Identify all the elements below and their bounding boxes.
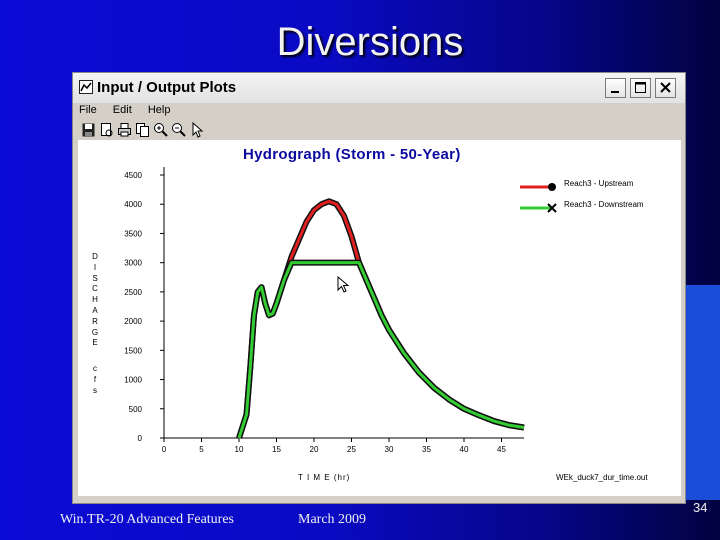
output-file-label: WEk_duck7_dur_time.out: [556, 473, 648, 482]
y-tick-label: 4500: [124, 171, 142, 180]
save-icon[interactable]: [81, 122, 96, 138]
y-tick-label: 1500: [124, 346, 142, 355]
y-tick-label: 500: [129, 405, 143, 414]
menu-file[interactable]: File: [79, 104, 97, 116]
chart-title: Hydrograph (Storm - 50-Year): [243, 146, 461, 163]
x-tick-label: 35: [422, 445, 431, 454]
pointer-icon[interactable]: [189, 122, 204, 138]
y-tick-label: 1000: [124, 376, 142, 385]
series-line-downstream: [237, 261, 525, 439]
decorative-corner-shape: [682, 285, 720, 500]
menu-help[interactable]: Help: [147, 104, 171, 116]
maximize-icon: [635, 82, 646, 93]
slide-number: 34: [693, 500, 708, 515]
y-tick-label: 3000: [124, 259, 142, 268]
footer-left-text: Win.TR-20 Advanced Features: [60, 512, 235, 527]
zoom-out-icon[interactable]: [171, 122, 186, 138]
legend-label-downstream: Reach3 - Downstream: [564, 200, 644, 209]
minimize-icon: [611, 91, 619, 93]
legend-label-upstream: Reach3 - Upstream: [564, 179, 634, 188]
app-icon: [79, 80, 93, 94]
x-axis-label: T I M E (hr): [298, 473, 351, 482]
legend-item-downstream: Reach3 - Downstream: [520, 200, 644, 213]
minimize-button[interactable]: [605, 78, 626, 98]
legend-item-upstream: Reach3 - Upstream: [520, 179, 633, 192]
legend-swatch-upstream: [520, 183, 556, 191]
menu-edit[interactable]: Edit: [112, 104, 132, 116]
slide-title: Diversions: [276, 20, 464, 64]
maximize-button[interactable]: [630, 78, 651, 98]
x-tick-label: 5: [199, 445, 204, 454]
y-tick-label: 0: [138, 434, 143, 443]
close-button[interactable]: [655, 78, 676, 98]
y-tick-label: 3500: [124, 229, 142, 238]
hydrograph-chart: 0 500 1000 1500 2000 2500 3000 3500 4000 4500 0 5 10…: [124, 167, 525, 454]
y-tick-label: 2000: [124, 317, 142, 326]
x-tick-label: 0: [162, 445, 167, 454]
legend-swatch-downstream: [520, 203, 557, 213]
y-axis-label-letter: H: [92, 295, 98, 305]
io-plots-window: Input / Output Plots File Edit Help Hydr…: [72, 72, 686, 504]
y-axis-label-letter: R: [92, 316, 98, 326]
zoom-in-icon[interactable]: [153, 122, 168, 138]
y-axis-label-letter: I: [93, 262, 97, 272]
y-axis-unit-letter: s: [93, 385, 97, 395]
y-axis-unit-letter: f: [93, 374, 97, 384]
y-tick-label: 4000: [124, 200, 142, 209]
y-axis-label-letter: D: [92, 252, 98, 261]
close-icon: [660, 82, 671, 93]
x-tick-label: 10: [235, 445, 244, 454]
x-tick-label: 30: [385, 445, 394, 454]
copy-icon[interactable]: [135, 122, 150, 138]
x-tick-label: 25: [347, 445, 356, 454]
y-axis-label-letter: G: [91, 327, 99, 337]
window-titlebar[interactable]: Input / Output Plots: [73, 73, 685, 103]
print-preview-icon[interactable]: [99, 122, 114, 138]
x-tick-label: 15: [272, 445, 281, 454]
menu-bar: File Edit Help: [79, 104, 183, 120]
y-axis-label-letter: S: [92, 273, 98, 283]
window-title: Input / Output Plots: [97, 79, 237, 96]
x-tick-label: 40: [460, 445, 469, 454]
y-axis-label-letter: E: [92, 338, 98, 348]
print-icon[interactable]: [117, 122, 132, 138]
y-tick-label: 2500: [124, 288, 142, 297]
x-tick-label: 20: [310, 445, 319, 454]
x-tick-label: 45: [497, 445, 506, 454]
y-axis-label-letter: A: [92, 305, 98, 315]
footer-date: March 2009: [298, 512, 367, 527]
mouse-cursor-icon: [337, 276, 350, 293]
y-axis-label-letter: C: [92, 284, 98, 294]
y-axis-unit-letter: c: [93, 364, 97, 373]
